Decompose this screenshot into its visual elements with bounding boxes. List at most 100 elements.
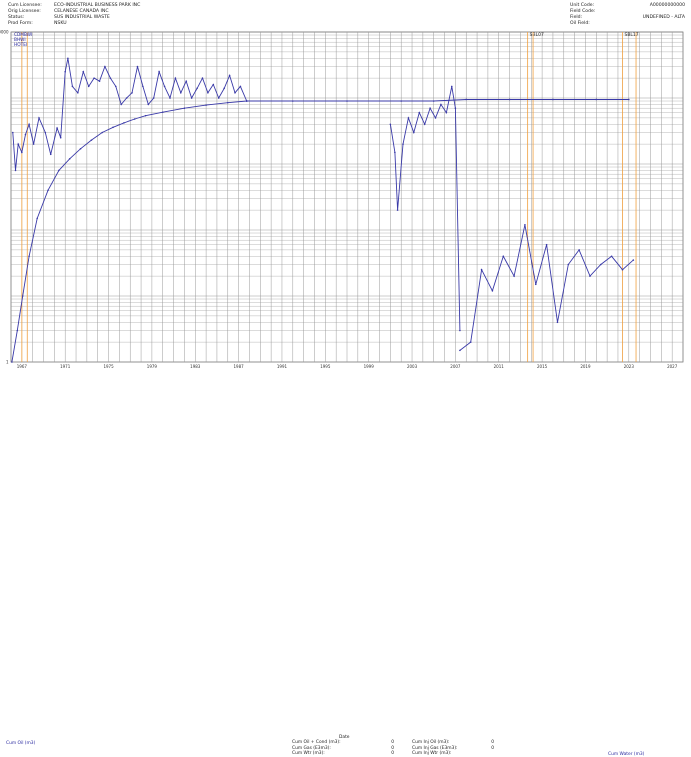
data-point [621, 268, 624, 271]
data-point [28, 255, 30, 258]
x-tick-label: 1983 [190, 364, 201, 369]
data-point [432, 100, 435, 102]
info-row: Orig Licensee: CELANESE CANADA INC [8, 9, 140, 15]
data-point [152, 97, 155, 99]
y-tick-label: 100000 [0, 30, 9, 35]
data-point [480, 268, 483, 271]
x-tick-label: 1971 [60, 364, 71, 369]
stat-label: Cum Wtr (m3): [292, 751, 325, 756]
info-row: Unit Code: A00000000000 [570, 3, 685, 9]
data-point [112, 126, 114, 129]
data-point [465, 98, 468, 101]
info-value: SUS INDUSTRIAL WASTE [54, 15, 110, 20]
info-value: A00000000000 [649, 3, 685, 8]
series-line [11, 100, 247, 363]
data-point [77, 91, 79, 94]
data-point [144, 114, 147, 117]
data-point [147, 103, 150, 106]
data-point [632, 259, 635, 261]
data-point [459, 349, 461, 352]
data-point [158, 70, 160, 73]
data-point [513, 275, 515, 277]
data-point [87, 85, 90, 88]
data-point [454, 107, 457, 110]
info-label: Prod Form: [8, 21, 33, 26]
data-point [223, 87, 225, 90]
info-row: Oil Field: [570, 21, 685, 27]
stat-label: Cum Inj Wtr (m3): [412, 751, 452, 756]
data-point [402, 143, 404, 145]
data-point [79, 147, 82, 150]
data-point [469, 341, 472, 343]
data-point [64, 70, 66, 73]
legend-item: HOTEI [14, 42, 27, 48]
data-point [292, 100, 294, 102]
data-point [180, 91, 182, 94]
data-point [142, 85, 144, 88]
data-point [109, 77, 112, 79]
marker-label: SBL07 [530, 32, 544, 38]
licensee-info: Cum Licensee: ECO-INDUSTRIAL BUSINESS PAR… [8, 3, 140, 27]
data-point [169, 97, 171, 99]
info-label: Unit Code: [570, 3, 595, 8]
data-point [400, 100, 402, 102]
data-point [114, 85, 117, 88]
data-point [445, 111, 448, 114]
x-tick-label: 2019 [580, 364, 591, 369]
y-tick-label: 1 [6, 360, 9, 365]
data-point [440, 103, 442, 106]
info-value: UNDEFINED - ALTA [642, 15, 685, 20]
legend-left: Cum Oil (m3) [6, 741, 36, 746]
x-tick-label: 2027 [667, 364, 678, 369]
data-point [534, 283, 537, 286]
data-point [239, 85, 242, 88]
data-point [56, 127, 58, 129]
info-label: Cum Licensee: [8, 3, 42, 8]
info-row: Status: SUS INDUSTRIAL WASTE [8, 15, 140, 21]
x-tick-label: 2011 [494, 364, 505, 369]
data-point [17, 143, 20, 145]
data-point [508, 98, 511, 101]
data-point [610, 255, 613, 258]
data-point [407, 117, 410, 119]
data-point [234, 91, 236, 94]
data-point [68, 157, 71, 160]
data-point [459, 329, 461, 332]
data-point [44, 131, 47, 134]
field-info: Unit Code: A00000000000 Field Code: Field… [570, 3, 685, 27]
data-point [67, 57, 69, 60]
data-point [491, 289, 494, 292]
data-point [205, 104, 207, 106]
data-point [228, 74, 231, 77]
data-point [136, 65, 139, 68]
cumulative-stats: Cum Oil + Cond (m3): 0 Cum Inj Oil (m3): 0 … [292, 740, 494, 757]
data-point [434, 117, 437, 119]
x-tick-label: 1987 [234, 364, 245, 369]
info-row: Prod Form: NSKU [8, 21, 140, 27]
data-point [163, 85, 166, 88]
data-point [21, 295, 24, 297]
info-label: Status: [8, 15, 25, 20]
data-point [125, 97, 128, 99]
x-tick-label: 1967 [17, 364, 28, 369]
data-point [502, 255, 505, 258]
x-tick-label: 2023 [624, 364, 635, 369]
data-point [174, 77, 177, 79]
data-point [120, 103, 122, 106]
info-value: ECO-INDUSTRIAL BUSINESS PARK INC [54, 3, 141, 8]
data-point [595, 98, 598, 101]
data-point [556, 321, 559, 324]
data-point [423, 123, 426, 126]
info-label: Field Code: [570, 9, 596, 14]
data-point [32, 143, 35, 145]
data-point [16, 329, 19, 332]
x-tick-label: 1995 [320, 364, 331, 369]
info-label: Field: [570, 15, 583, 20]
x-tick-label: 2015 [537, 364, 548, 369]
data-point [185, 80, 188, 82]
data-point [600, 263, 602, 266]
data-point [628, 98, 630, 101]
data-point [49, 153, 52, 156]
data-point [183, 107, 186, 110]
